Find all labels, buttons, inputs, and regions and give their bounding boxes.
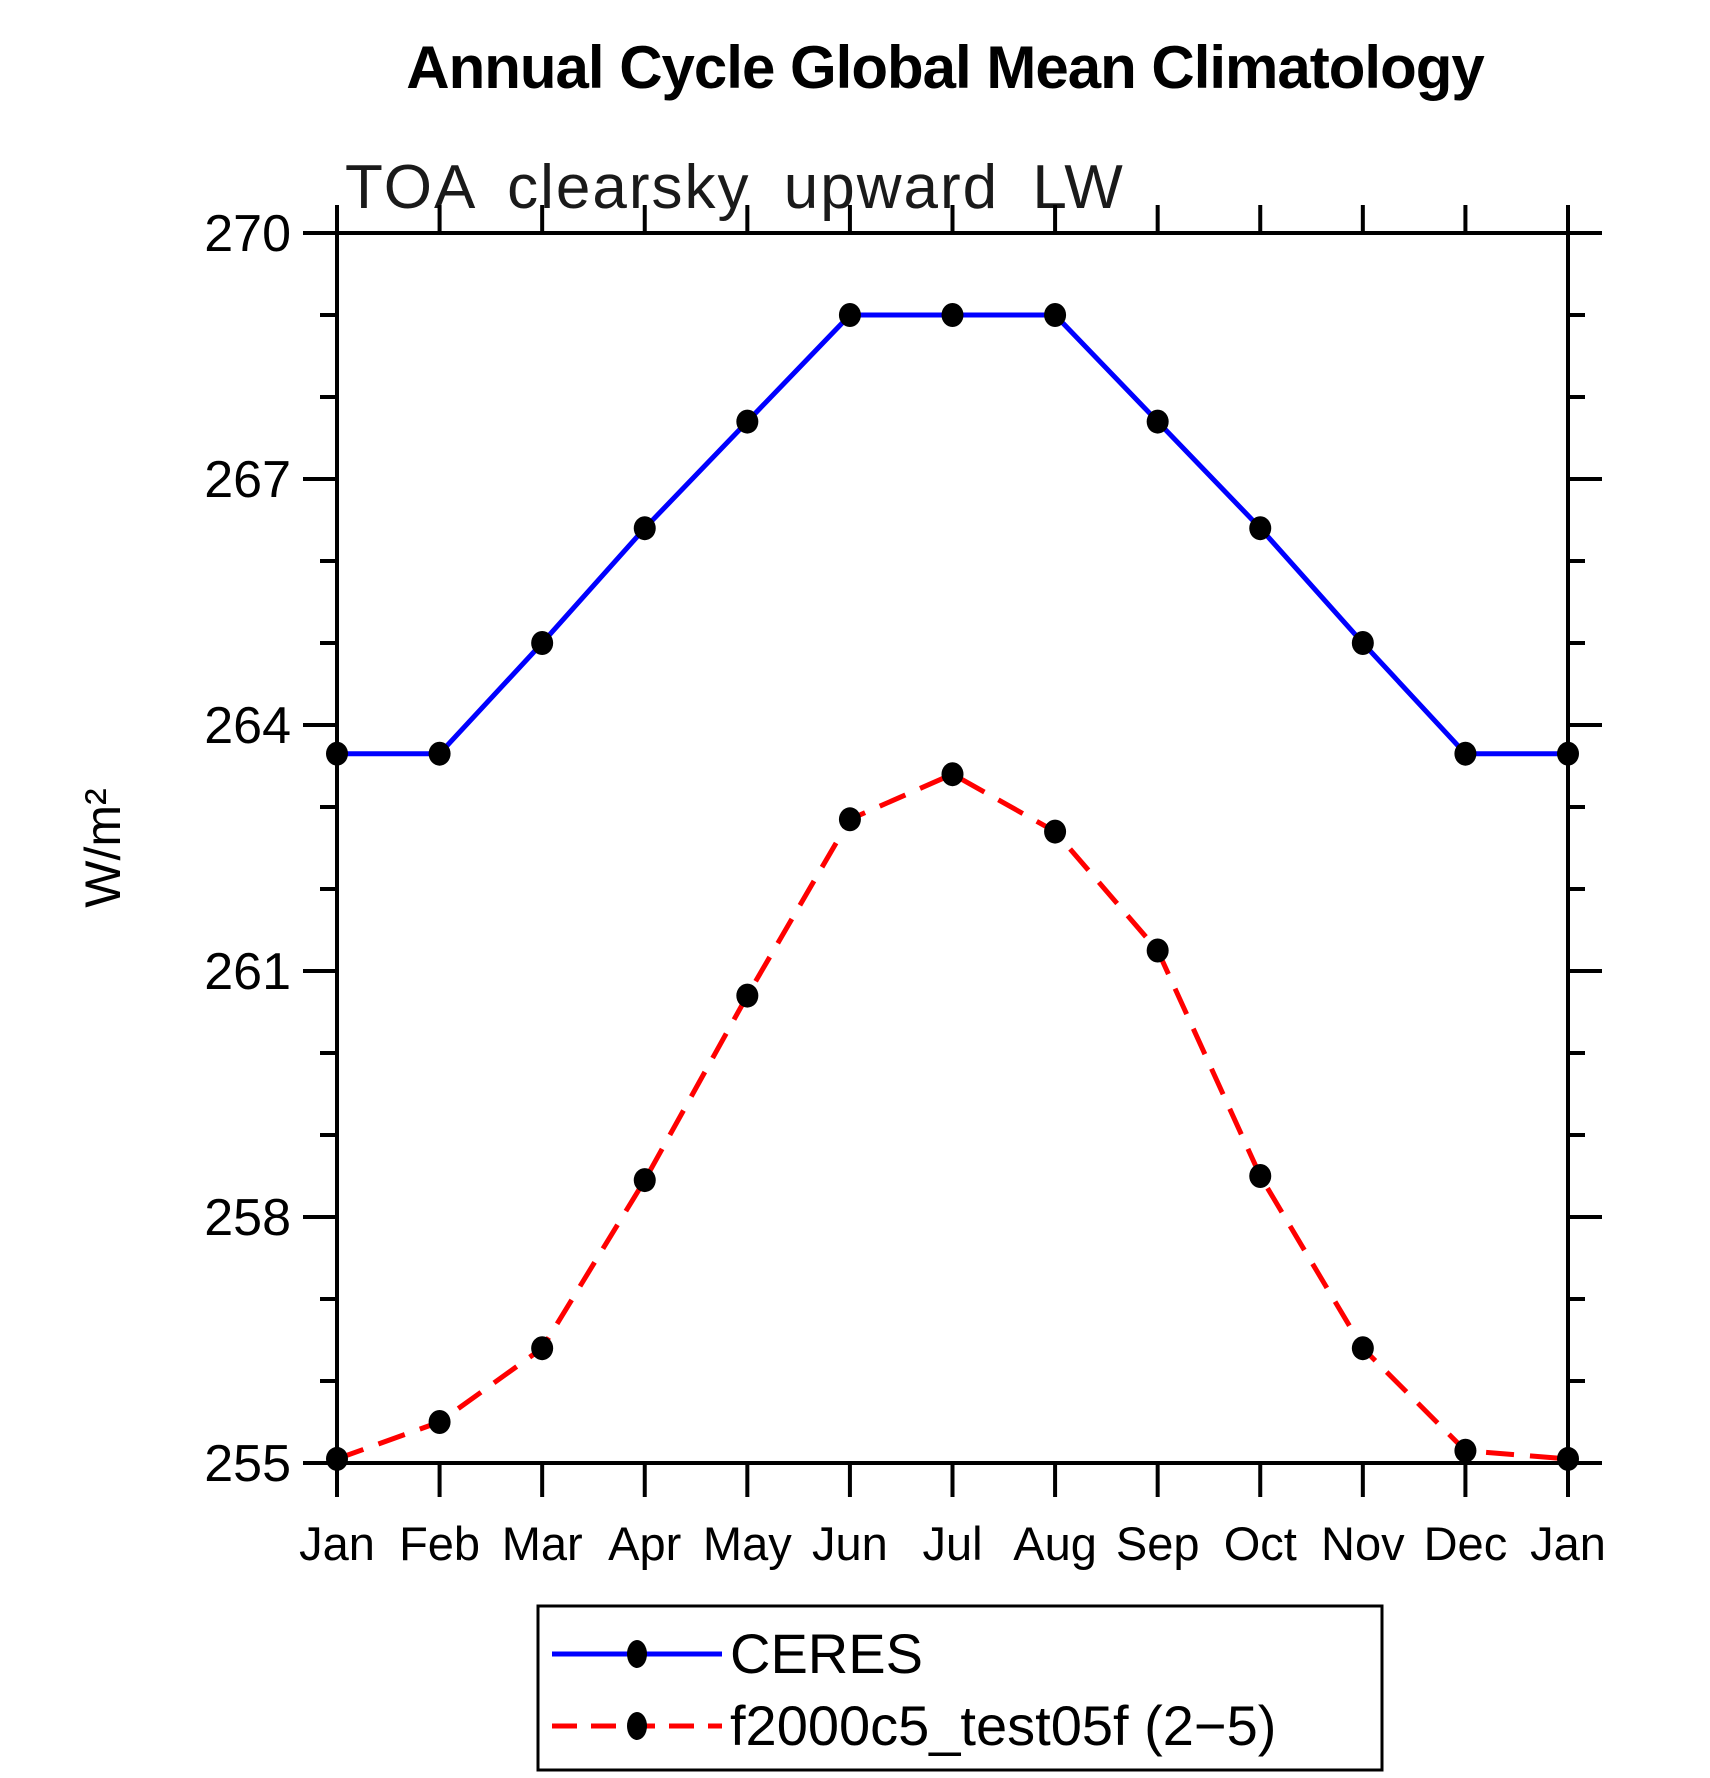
x-tick-label: May — [703, 1517, 792, 1570]
data-point-ceres — [1454, 741, 1477, 766]
data-point-ceres — [838, 303, 861, 327]
plot-frame — [335, 231, 1570, 1465]
data-point-ceres — [531, 631, 554, 655]
legend-entry: CERES — [552, 1622, 923, 1685]
data-point-model — [1351, 1336, 1374, 1361]
data-point-model — [1146, 938, 1169, 963]
legend-label: f2000c5_test05f (2−5) — [730, 1694, 1276, 1757]
data-point-model — [838, 807, 861, 832]
x-tick-label: Dec — [1424, 1517, 1508, 1570]
x-tick-label: Oct — [1224, 1517, 1297, 1570]
y-tick-label: 255 — [204, 1435, 291, 1493]
series-line-model — [336, 771, 1569, 1462]
legend-marker — [627, 1640, 647, 1668]
data-point-ceres — [1351, 631, 1374, 655]
data-point-ceres — [941, 303, 964, 327]
series-line-ceres — [337, 312, 1568, 757]
data-point-model — [326, 1446, 348, 1471]
x-tick-label: Jul — [922, 1517, 982, 1570]
y-tick-label: 264 — [204, 697, 291, 755]
data-point-ceres — [736, 409, 759, 434]
x-tick-label: Feb — [399, 1517, 480, 1570]
data-point-model — [633, 1168, 656, 1193]
data-point-ceres — [1044, 303, 1067, 327]
legend-marker — [627, 1712, 647, 1740]
x-tick-label: Jun — [812, 1517, 888, 1570]
data-point-ceres — [1249, 516, 1272, 541]
x-tick-label: Mar — [502, 1517, 583, 1570]
data-point-model — [941, 762, 964, 787]
data-point-model — [1044, 819, 1067, 844]
x-tick-label: Jan — [299, 1517, 375, 1570]
y-axis-label: W/m² — [75, 788, 131, 907]
legend-box — [536, 1604, 1384, 1772]
data-point-model — [736, 983, 759, 1008]
y-tick-label: 258 — [204, 1189, 291, 1247]
legend: CERES f2000c5_test05f (2−5) — [536, 1604, 1384, 1772]
x-tick-label: Nov — [1321, 1517, 1405, 1570]
data-point-model — [1454, 1438, 1477, 1463]
y-tick-label: 270 — [204, 205, 291, 263]
x-tick-label: Jan — [1530, 1517, 1606, 1570]
legend-label: CERES — [730, 1622, 923, 1685]
data-point-model — [428, 1410, 451, 1434]
data-point-ceres — [428, 741, 451, 766]
chart-subtitle: TOA clearsky upward LW — [345, 153, 1125, 222]
data-point-ceres — [1557, 741, 1579, 766]
data-point-ceres — [326, 741, 348, 766]
data-point-model — [531, 1336, 554, 1361]
legend-entry: f2000c5_test05f (2−5) — [552, 1694, 1276, 1757]
data-point-ceres — [1146, 409, 1169, 434]
chart-title: Annual Cycle Global Mean Climatology — [406, 34, 1485, 101]
data-point-ceres — [633, 516, 656, 541]
x-tick-label: Sep — [1116, 1517, 1200, 1570]
y-tick-label: 267 — [204, 451, 291, 509]
data-point-model — [1557, 1446, 1579, 1471]
x-tick-label: Apr — [608, 1517, 681, 1570]
x-tick-label: Aug — [1013, 1517, 1097, 1570]
y-tick-label: 261 — [204, 943, 291, 1001]
data-point-model — [1249, 1164, 1272, 1188]
plot-area: 255 258 261 264 267 270 Jan Feb Mar Apr May Jun Jul A… — [204, 205, 1606, 1570]
